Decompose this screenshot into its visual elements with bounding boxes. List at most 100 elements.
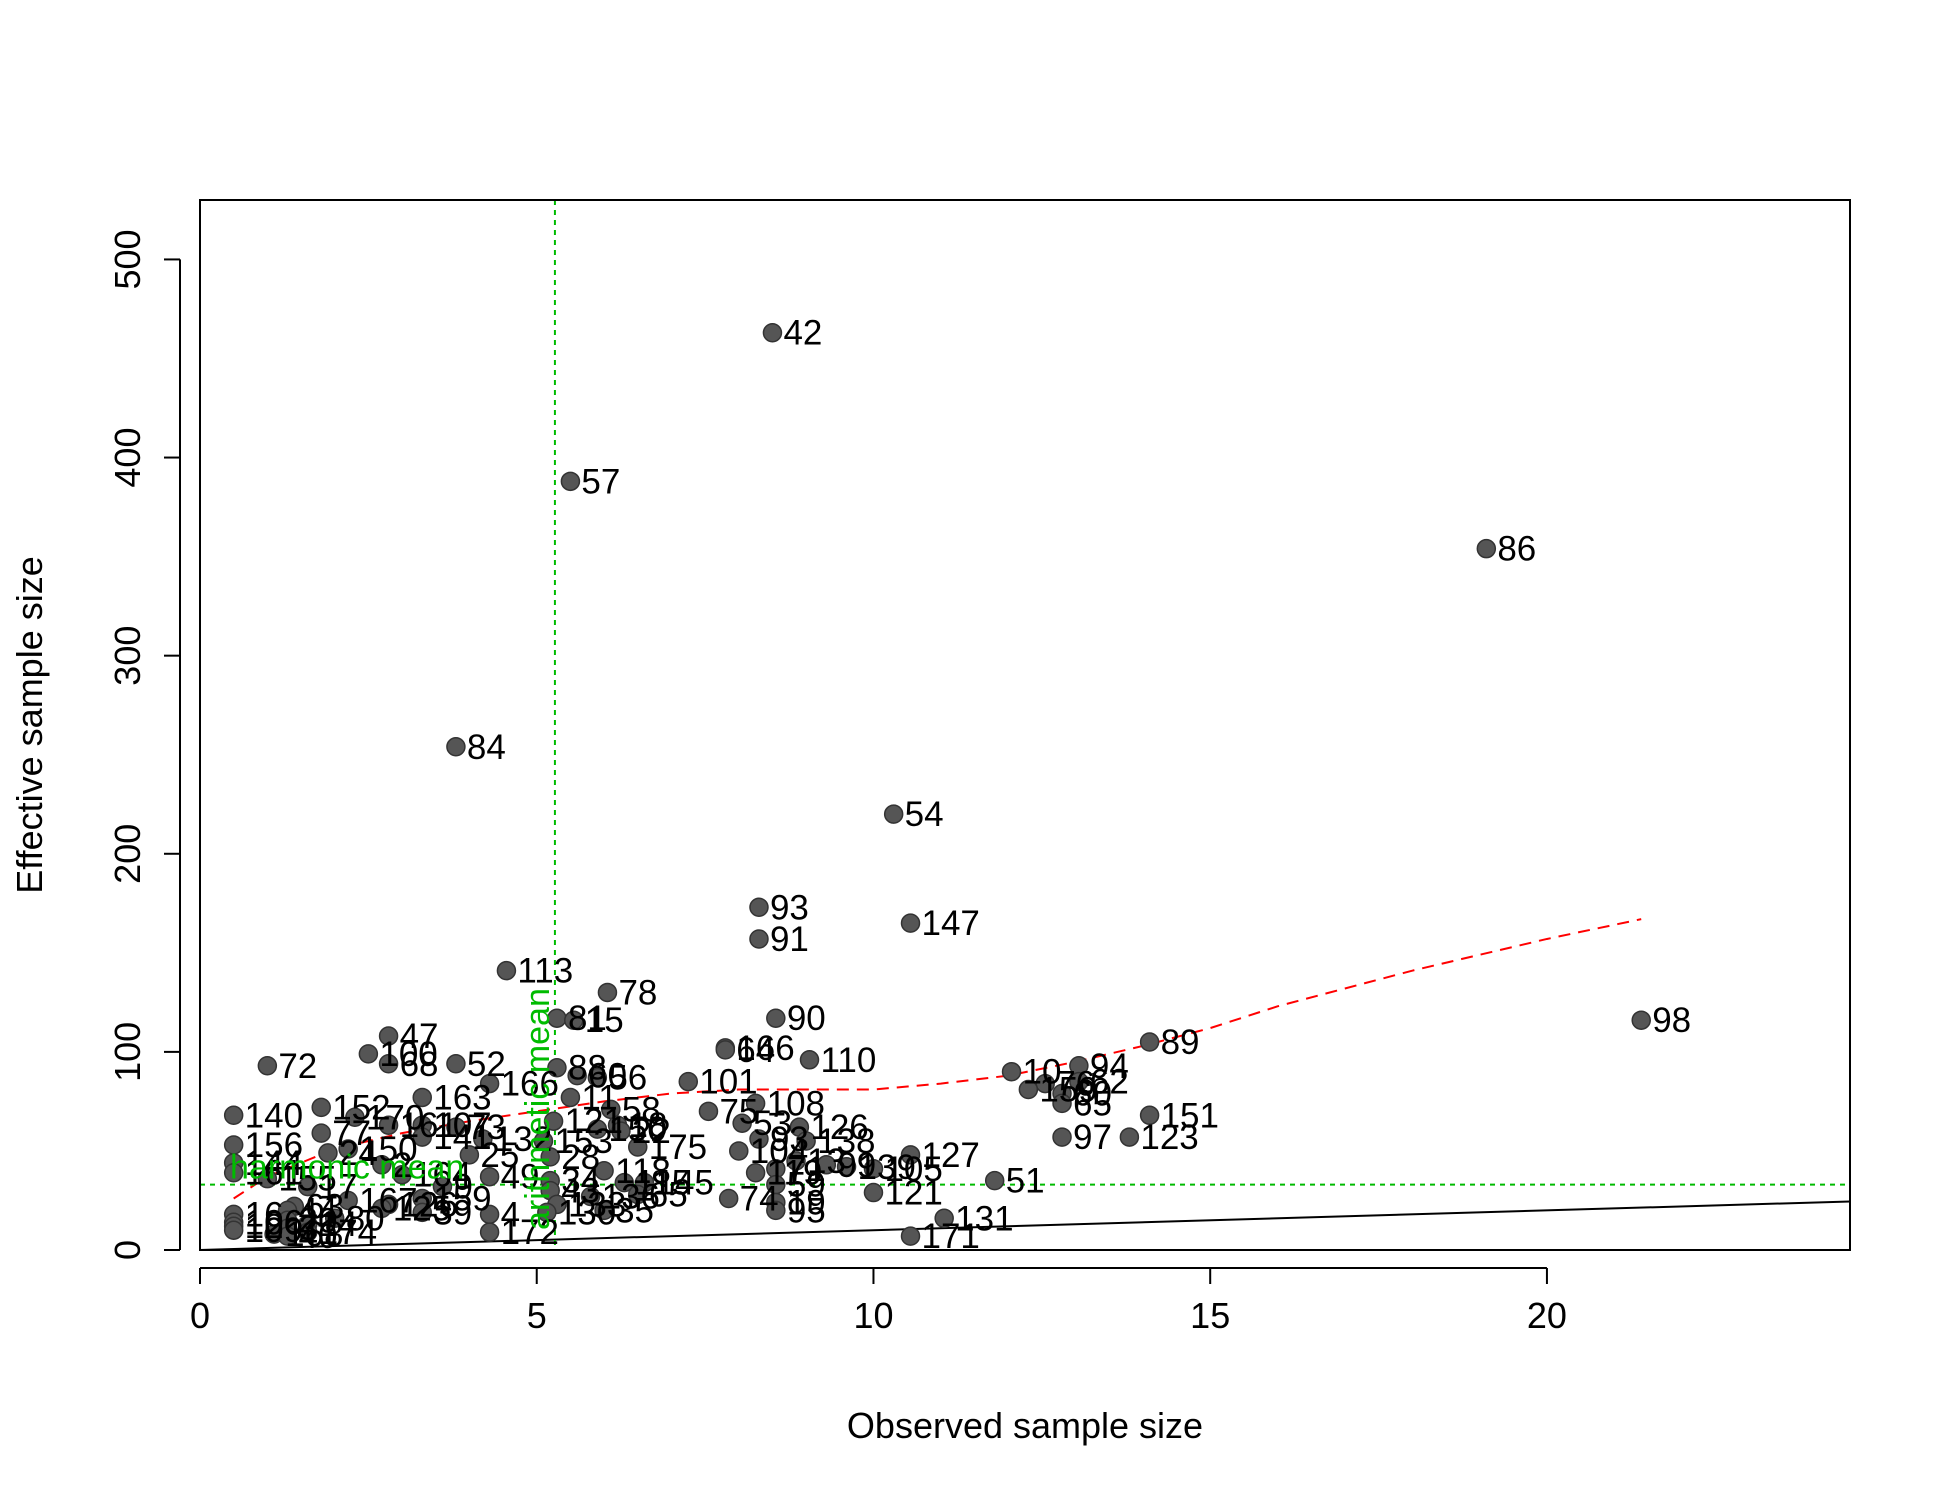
data-point bbox=[257, 1056, 278, 1076]
data-point bbox=[473, 1129, 493, 1149]
data-point-label: 159 bbox=[1039, 1071, 1097, 1110]
data-point bbox=[934, 1208, 954, 1229]
data-point-label: 121 bbox=[565, 1102, 623, 1141]
data-point-label: 156 bbox=[245, 1126, 303, 1165]
data-point bbox=[277, 1226, 298, 1246]
data-point-label: 163 bbox=[433, 1078, 491, 1117]
data-point bbox=[412, 1127, 432, 1147]
data-point bbox=[715, 1040, 736, 1060]
data-point-label: 18 bbox=[629, 1106, 668, 1145]
data-point bbox=[298, 1222, 318, 1242]
data-point bbox=[479, 1166, 500, 1187]
data-point-label: 71 bbox=[787, 1150, 826, 1189]
data-point bbox=[799, 1050, 820, 1070]
data-point-label: 101 bbox=[699, 1063, 757, 1102]
data-point-label: 58 bbox=[622, 1090, 661, 1129]
data-point-label: 73 bbox=[467, 1108, 506, 1147]
trend-line bbox=[233, 918, 1642, 1200]
data-point-label: 167 bbox=[359, 1181, 417, 1220]
data-point-label: 65 bbox=[1073, 1084, 1112, 1123]
data-point-label: 93 bbox=[770, 888, 809, 927]
data-point-label: 95 bbox=[787, 1191, 826, 1230]
data-point bbox=[392, 1164, 412, 1185]
data-point-label: 75 bbox=[719, 1092, 758, 1131]
data-point bbox=[223, 1220, 244, 1240]
data-point-label: 168 bbox=[285, 1215, 343, 1254]
data-point bbox=[594, 1161, 614, 1181]
data-point bbox=[1476, 538, 1497, 559]
data-point bbox=[580, 1186, 601, 1207]
data-point bbox=[479, 1073, 500, 1094]
data-point-label: 39 bbox=[433, 1193, 472, 1232]
data-point-label: 91 bbox=[770, 920, 809, 959]
data-point bbox=[762, 322, 783, 343]
data-point-label: 113 bbox=[517, 952, 573, 991]
reference-labels-layer: arithmetic mean harmonic mean bbox=[230, 988, 557, 1230]
data-point-label: 166 bbox=[501, 1065, 559, 1104]
data-point bbox=[372, 1155, 392, 1175]
data-point-label: 131 bbox=[955, 1199, 1013, 1238]
data-point-label: 147 bbox=[922, 904, 980, 943]
data-point-label: 151 bbox=[1161, 1096, 1219, 1135]
data-point bbox=[1052, 1093, 1072, 1114]
data-point-label: 99 bbox=[837, 1146, 876, 1185]
data-point-label: 155 bbox=[278, 1160, 336, 1199]
data-point bbox=[900, 1226, 921, 1246]
data-point-label: 104 bbox=[750, 1132, 808, 1171]
data-point bbox=[883, 804, 904, 824]
data-point-label: 170 bbox=[366, 1098, 424, 1137]
data-point bbox=[567, 1065, 587, 1086]
data-point-label: 53 bbox=[753, 1104, 792, 1143]
data-point bbox=[614, 1172, 635, 1193]
data-point-label: 150 bbox=[608, 1110, 666, 1149]
data-point-label: 126 bbox=[810, 1108, 868, 1147]
data-point bbox=[412, 1202, 432, 1223]
data-point-label: 34 bbox=[561, 1162, 600, 1201]
data-point-label: 94 bbox=[1090, 1047, 1129, 1086]
data-point bbox=[984, 1170, 1005, 1191]
data-point bbox=[547, 1057, 567, 1078]
data-point-label: 54 bbox=[905, 795, 944, 834]
data-point-label: 77 bbox=[332, 1114, 371, 1153]
data-point-label: 161 bbox=[400, 1106, 458, 1145]
data-point-label: 174 bbox=[319, 1213, 377, 1252]
data-point-label: 105 bbox=[884, 1150, 942, 1189]
data-point-label: 56 bbox=[608, 1059, 647, 1098]
data-point-label: 130 bbox=[558, 1193, 616, 1232]
data-point-label: 35 bbox=[615, 1191, 654, 1230]
data-point-label: 81 bbox=[568, 999, 607, 1038]
data-point-label: 72 bbox=[278, 1047, 317, 1086]
data-point bbox=[732, 1113, 752, 1133]
data-point bbox=[537, 1202, 557, 1223]
data-point bbox=[560, 471, 581, 492]
plot-frame bbox=[199, 199, 1851, 1251]
data-point bbox=[745, 1093, 766, 1114]
data-point-label: 44 bbox=[299, 1191, 338, 1230]
x-axis-label: Observed sample size bbox=[847, 1405, 1203, 1446]
data-point bbox=[540, 1147, 560, 1167]
data-point-label: 52 bbox=[467, 1045, 506, 1084]
data-point bbox=[564, 1010, 584, 1030]
data-point-label: 152 bbox=[332, 1088, 390, 1127]
data-point-label: 63 bbox=[305, 1187, 344, 1226]
data-point bbox=[1035, 1073, 1055, 1094]
data-point bbox=[863, 1182, 884, 1203]
data-point bbox=[766, 1200, 786, 1221]
data-point-label: 15 bbox=[585, 1001, 624, 1040]
data-point-label: 90 bbox=[787, 999, 826, 1038]
data-point-label: 76 bbox=[1056, 1065, 1095, 1104]
data-point-label: 93 bbox=[770, 1120, 809, 1159]
data-point-label: 126 bbox=[400, 1185, 458, 1224]
data-point-label: 17 bbox=[319, 1168, 358, 1207]
data-point bbox=[223, 1105, 244, 1126]
data-point bbox=[1069, 1071, 1089, 1092]
data-point-label: 9 bbox=[453, 1168, 472, 1207]
data-point-label: 108 bbox=[767, 1084, 825, 1123]
data-point-label: 107 bbox=[433, 1106, 491, 1145]
data-point-label: 80 bbox=[346, 1199, 385, 1238]
data-point-label: 16 bbox=[245, 1195, 284, 1234]
arithmetic-mean-label: arithmetic mean bbox=[519, 988, 557, 1230]
